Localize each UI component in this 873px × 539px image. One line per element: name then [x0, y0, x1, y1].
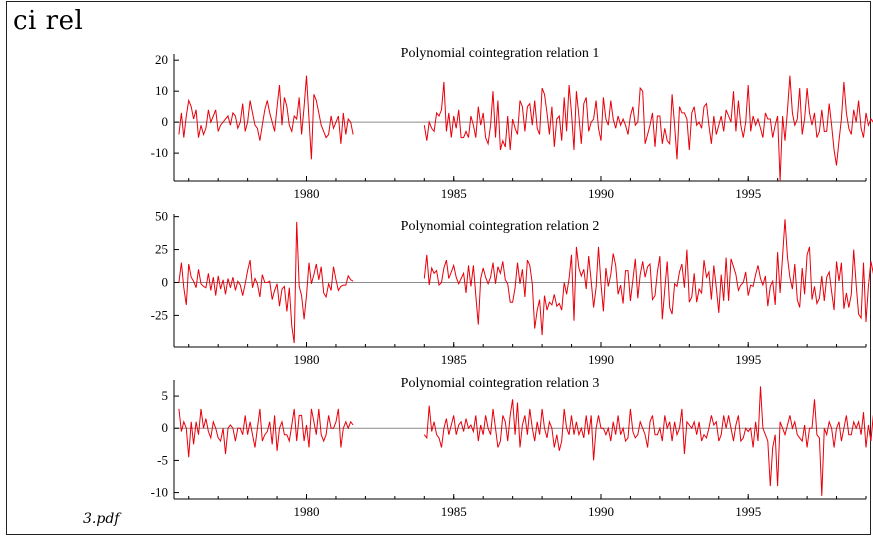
x-tick-label-2: 1980 — [294, 352, 320, 367]
x-tick-label-3: 1995 — [735, 504, 761, 519]
x-tick-label-2: 1995 — [735, 352, 761, 367]
x-tick-label-1: 1985 — [441, 186, 467, 201]
x-tick-label-3: 1985 — [441, 504, 467, 519]
y-tick-label-1: 10 — [155, 83, 168, 98]
page-title: ci rel — [13, 6, 84, 36]
y-tick-label-3: -10 — [151, 485, 168, 500]
x-tick-label-1: 1980 — [294, 186, 320, 201]
y-tick-label-3: 0 — [162, 420, 169, 435]
x-tick-label-2: 1990 — [588, 352, 614, 367]
y-tick-label-1: 20 — [155, 52, 168, 67]
y-tick-label-2: 50 — [155, 209, 168, 224]
y-tick-label-2: 25 — [155, 242, 168, 257]
panel-title-1: Polynomial cointegration relation 1 — [401, 46, 600, 61]
x-tick-label-3: 1980 — [294, 504, 320, 519]
y-tick-label-1: 0 — [162, 114, 169, 129]
series-line-2 — [178, 219, 873, 344]
y-tick-label-3: -5 — [157, 452, 168, 467]
x-tick-label-3: 1990 — [588, 504, 614, 519]
x-tick-label-1: 1990 — [588, 186, 614, 201]
y-tick-label-2: -25 — [151, 307, 168, 322]
y-tick-label-3: 5 — [162, 388, 169, 403]
series-line-1 — [178, 75, 873, 182]
series-line-3 — [178, 386, 873, 496]
x-tick-label-1: 1995 — [735, 186, 761, 201]
y-tick-label-2: 0 — [162, 274, 169, 289]
panel-title-2: Polynomial cointegration relation 2 — [401, 219, 600, 234]
y-tick-label-1: -10 — [151, 145, 168, 160]
page-footer-label: 3.pdf — [83, 511, 120, 527]
panel-title-3: Polynomial cointegration relation 3 — [401, 376, 600, 391]
x-tick-label-2: 1985 — [441, 352, 467, 367]
